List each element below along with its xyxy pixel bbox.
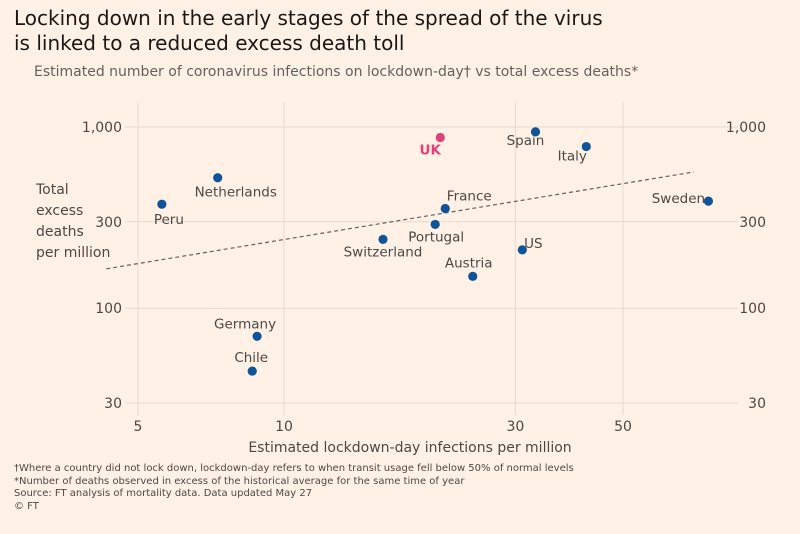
- tick-layer: 5 10 30 50 30 30 100 100 300 300 1,000 1,000: [82, 120, 766, 435]
- y-tick-label-left: 300: [95, 215, 122, 231]
- point-label-chile: Chile: [234, 350, 268, 366]
- point-label-germany: Germany: [214, 316, 276, 332]
- y-tick-label-left: 1,000: [82, 120, 122, 136]
- point-label-us: US: [524, 236, 542, 252]
- y-tick-label-left: 30: [104, 396, 122, 412]
- y-tick-label-left: 100: [95, 301, 122, 317]
- x-axis-title: Estimated lockdown-day infections per mi…: [248, 440, 571, 456]
- x-tick-label: 5: [134, 419, 143, 435]
- point-sweden: [703, 196, 714, 206]
- y-axis-title-line: per million: [36, 245, 110, 261]
- chart-title-line-2: is linked to a reduced excess death toll: [14, 31, 405, 55]
- point-italy: [581, 141, 591, 152]
- point-label-france: France: [447, 189, 492, 205]
- footnote-asterisk: *Number of deaths observed in excess of …: [14, 475, 465, 487]
- point-switzerland: [378, 234, 388, 244]
- copyright-note: © FT: [14, 500, 39, 512]
- y-tick-label-right: 30: [748, 396, 766, 412]
- x-tick-label: 10: [275, 419, 293, 435]
- chart-title: Locking down in the early stages of the …: [14, 6, 784, 56]
- y-axis-title-line: Total: [35, 182, 69, 198]
- point-layer: [157, 127, 714, 376]
- point-label-netherlands: Netherlands: [195, 185, 277, 201]
- y-tick-label-right: 300: [739, 215, 766, 231]
- footnotes: †Where a country did not lock down, lock…: [14, 463, 574, 513]
- point-label-switzerland: Switzerland: [344, 244, 423, 260]
- trendline: [106, 171, 694, 270]
- grid-layer: [125, 102, 738, 415]
- x-tick-label: 30: [506, 419, 524, 435]
- y-axis-title: Total excess deaths per million: [35, 182, 110, 261]
- point-label-uk: UK: [420, 143, 442, 159]
- point-uk: [435, 132, 445, 143]
- point-netherlands: [213, 173, 223, 183]
- point-label-italy: Italy: [558, 149, 587, 165]
- chart-subtitle: Estimated number of coronavirus infectio…: [34, 64, 639, 80]
- y-tick-label-right: 1,000: [726, 120, 766, 136]
- y-axis-title-line: deaths: [36, 224, 84, 240]
- point-label-portugal: Portugal: [408, 229, 464, 245]
- point-us: [517, 245, 527, 255]
- point-label-spain: Spain: [507, 133, 545, 149]
- point-label-austria: Austria: [445, 255, 493, 271]
- y-tick-label-right: 100: [739, 301, 766, 317]
- point-label-sweden: Sweden: [652, 191, 705, 207]
- trend-layer: [106, 171, 694, 270]
- point-peru: [157, 199, 167, 209]
- point-spain: [530, 127, 541, 137]
- x-tick-label: 50: [614, 419, 632, 435]
- source-note: Source: FT analysis of mortality data. D…: [14, 488, 313, 499]
- point-austria: [468, 271, 478, 281]
- point-germany: [252, 331, 262, 341]
- y-axis-title-line: excess: [36, 203, 83, 219]
- label-layer: UK Spain Italy Sweden Netherlands Peru France P…: [154, 133, 705, 366]
- point-label-peru: Peru: [154, 212, 184, 228]
- point-chile: [247, 366, 257, 376]
- footnote-dagger: †Where a country did not lock down, lock…: [14, 463, 574, 474]
- point-france: [440, 203, 450, 214]
- point-portugal: [430, 219, 440, 230]
- chart-title-line-1: Locking down in the early stages of the …: [14, 6, 603, 30]
